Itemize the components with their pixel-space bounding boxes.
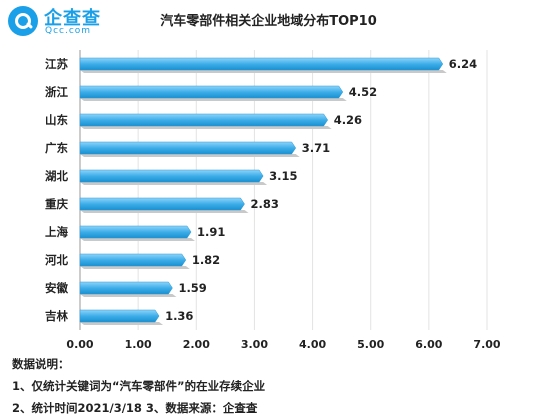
bar [79,57,444,71]
notes-line-2: 2、统计时间2021/3/18 3、数据来源：企查查 [12,401,258,415]
x-tick-label: 4.00 [299,338,326,351]
y-tick-label: 吉林 [45,309,68,323]
data-label: 1.91 [197,225,225,239]
bar-shadow [80,126,332,129]
data-label: 3.71 [302,141,330,155]
bar-shadow [80,322,164,325]
x-tick-label: 0.00 [66,338,93,351]
x-tick-label: 6.00 [415,338,442,351]
data-label: 4.26 [334,113,362,127]
bar [79,197,245,211]
bar [79,169,264,183]
y-tick-label: 山东 [45,113,68,127]
brand-domain: Qcc.com [45,26,92,36]
bar [79,225,192,239]
notes-heading: 数据说明： [12,357,70,371]
bar [79,309,160,323]
x-tick-label: 1.00 [125,338,152,351]
bar-shadow [80,98,347,101]
chart-title: 汽车零部件相关企业地域分布TOP10 [160,14,377,29]
x-tick-label: 5.00 [357,338,384,351]
brand-logo: 企查查 Qcc.com [8,4,128,40]
bar-shadow [80,266,190,269]
data-notes: 数据说明： 1、仅统计关键词为“汽车零部件”的在业存续企业 2、统计时间2021… [12,353,265,419]
bar [79,113,328,127]
bar [79,85,344,99]
x-tick-label: 2.00 [183,338,210,351]
x-tick-label: 3.00 [241,338,268,351]
bar [79,253,187,267]
data-label: 2.83 [251,197,279,211]
data-label: 3.15 [269,169,297,183]
y-tick-label: 安徽 [45,281,68,295]
y-tick-label: 浙江 [45,85,68,99]
bar-shadow [80,210,249,213]
data-label: 1.36 [165,309,193,323]
data-label: 4.52 [349,85,377,99]
bar [79,281,173,295]
bar-shadow [80,70,447,73]
bar [79,141,297,155]
magnifier-icon [8,6,38,36]
x-tick-label: 7.00 [473,338,500,351]
brand-name: 企查查 [44,8,101,29]
y-tick-label: 湖北 [45,169,68,183]
bar-shadow [80,294,177,297]
data-label: 1.82 [192,253,220,267]
bar-shadow [80,154,300,157]
notes-line-1: 1、仅统计关键词为“汽车零部件”的在业存续企业 [12,379,266,393]
y-tick-label: 江苏 [45,57,68,71]
y-tick-label: 广东 [45,141,68,155]
y-tick-label: 上海 [45,225,68,239]
data-label: 1.59 [178,281,206,295]
data-label: 6.24 [449,57,477,71]
y-tick-label: 河北 [45,253,68,267]
bar-shadow [80,238,196,241]
y-tick-label: 重庆 [45,197,68,211]
bar-shadow [80,182,268,185]
